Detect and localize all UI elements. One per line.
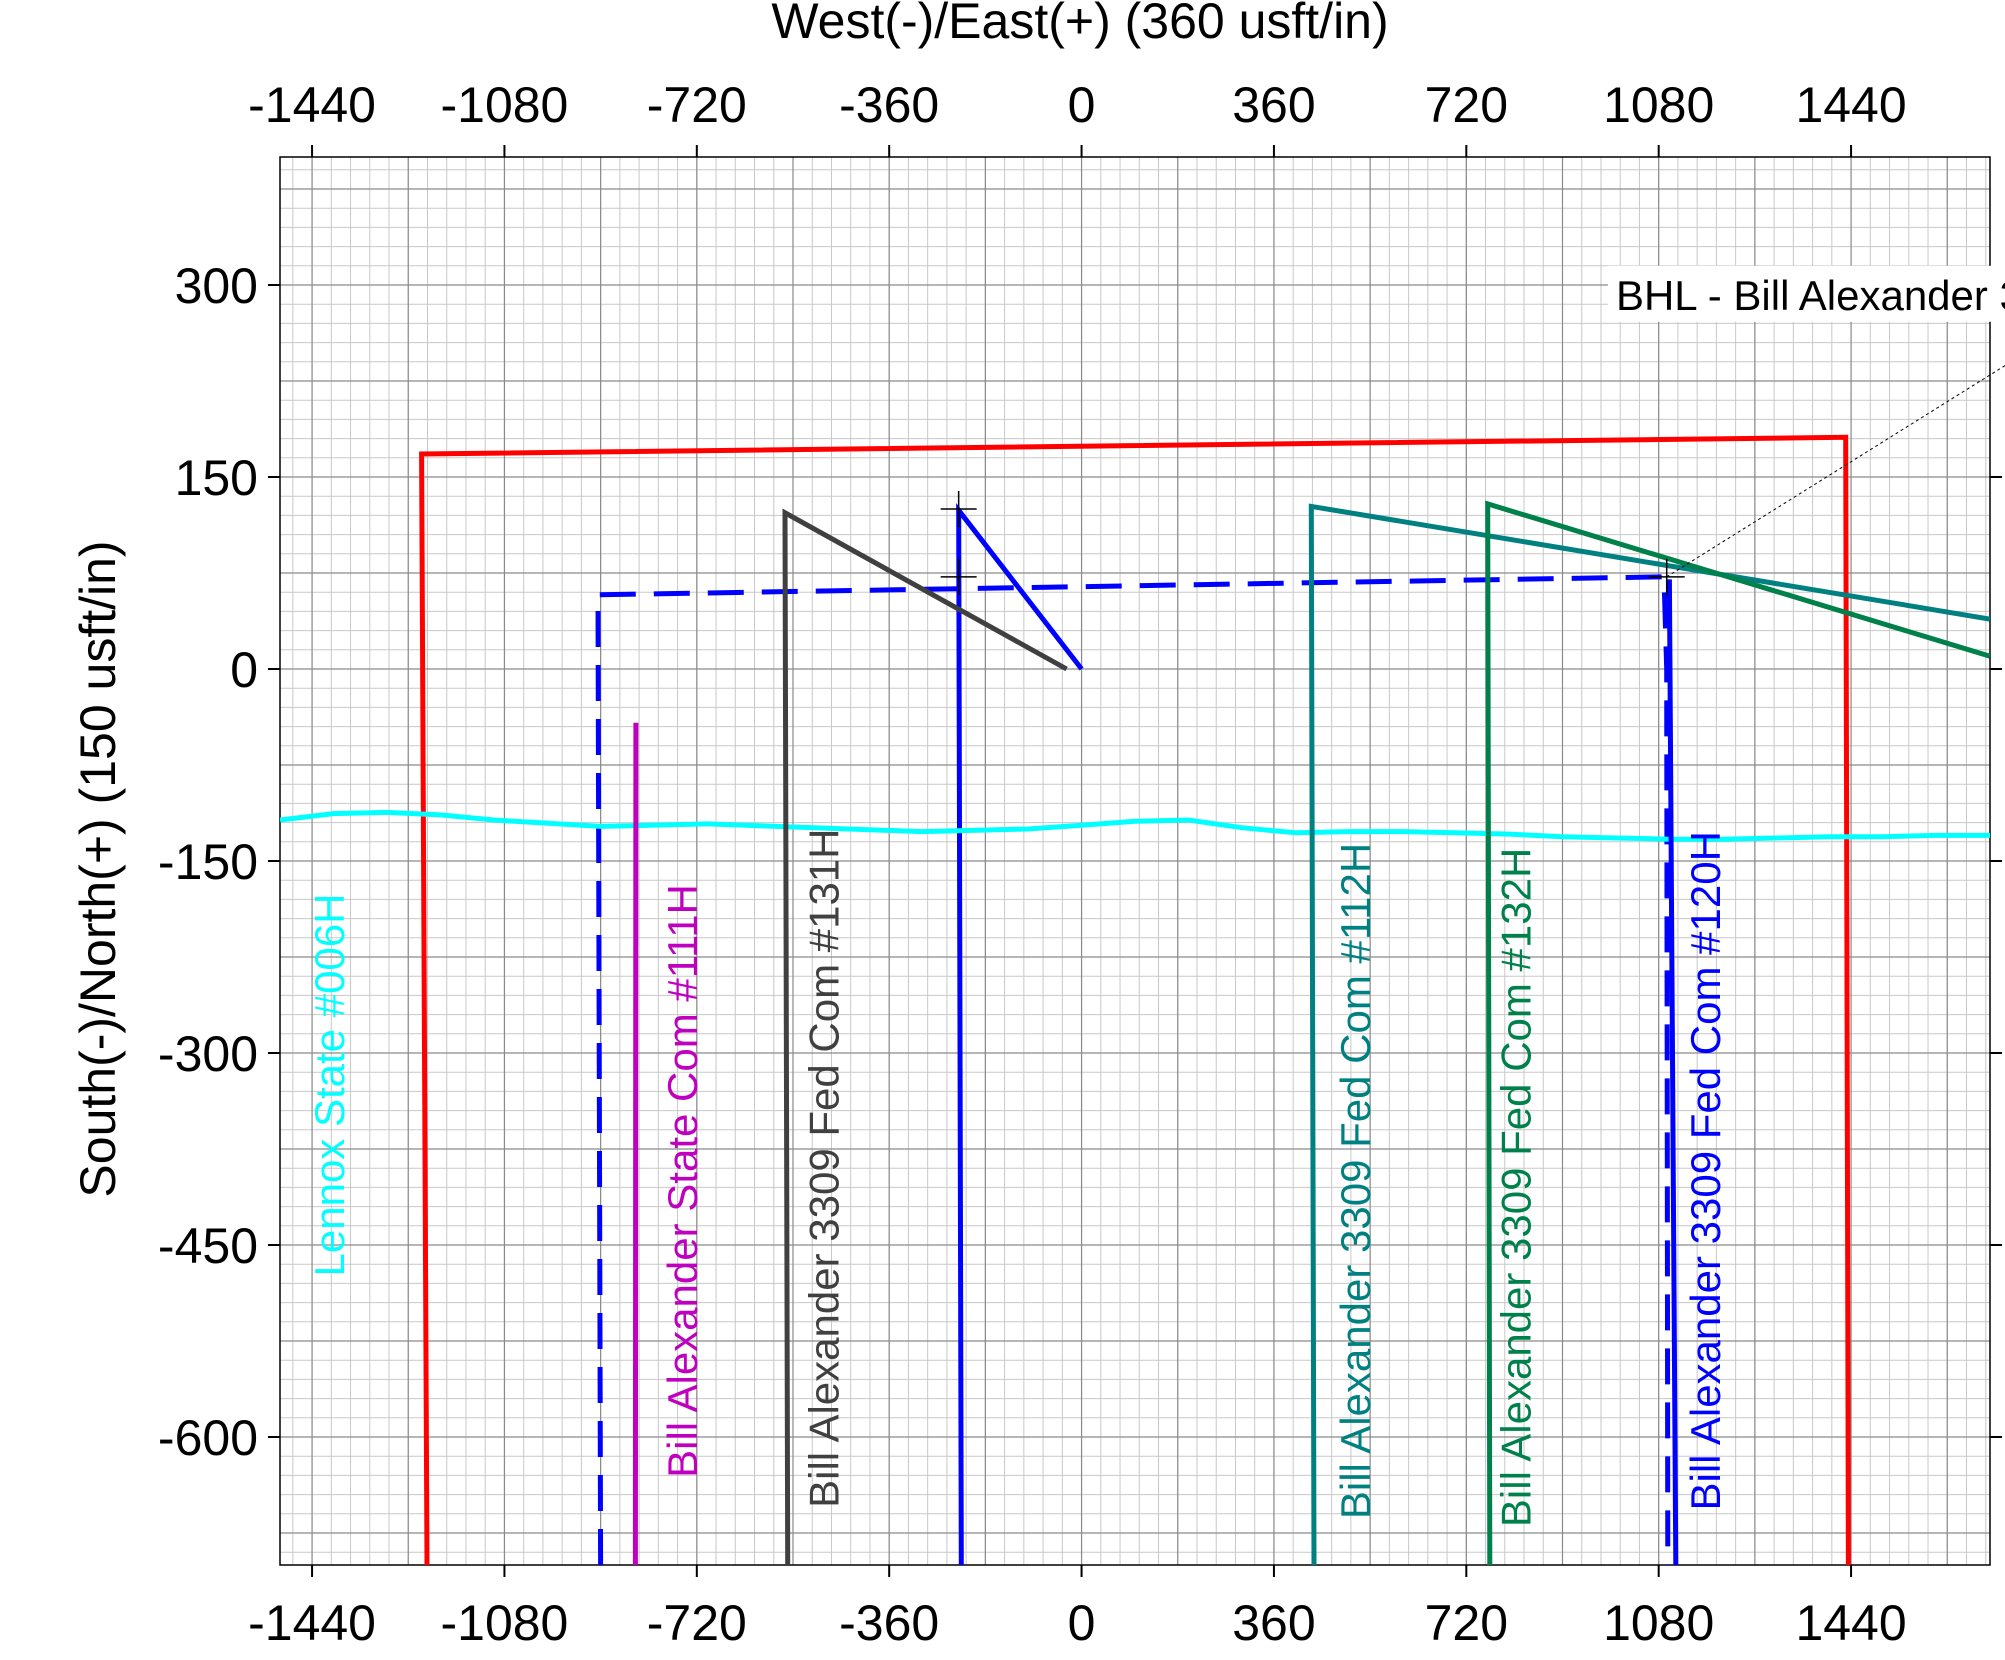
y-tick-label: -300 bbox=[158, 1026, 258, 1082]
x-tick-label-bottom: -1080 bbox=[440, 1595, 568, 1651]
plot-frame bbox=[279, 156, 1991, 1566]
well-label: Bill Alexander 3309 Fed Com #112H bbox=[1332, 843, 1379, 1519]
x-tick-label-bottom: 0 bbox=[1068, 1595, 1096, 1651]
y-tick-label: -600 bbox=[158, 1410, 258, 1466]
x-tick-label-top: 1440 bbox=[1795, 77, 1906, 133]
x-tick-label-top: 720 bbox=[1425, 77, 1508, 133]
marker-layer bbox=[940, 491, 1685, 595]
well-label: Bill Alexander 3309 Fed Com #131H bbox=[800, 828, 847, 1507]
x-tick-label-top: 0 bbox=[1068, 77, 1096, 133]
y-axis-title: South(-)/North(+) (150 usft/in) bbox=[70, 540, 126, 1197]
station-marker bbox=[940, 491, 977, 527]
y-tick-label: -150 bbox=[158, 834, 258, 890]
station-marker bbox=[940, 558, 977, 595]
x-tick-label-bottom: 360 bbox=[1232, 1595, 1315, 1651]
x-tick-label-bottom: 720 bbox=[1425, 1595, 1508, 1651]
series-line-8 bbox=[1485, 500, 1990, 1565]
grid bbox=[280, 157, 1990, 1565]
well-label: Lennox State #006H bbox=[306, 894, 353, 1277]
series-line-6 bbox=[782, 508, 1068, 1565]
x-tick-label-bottom: -720 bbox=[647, 1595, 747, 1651]
annotation-leader-line bbox=[1666, 365, 2005, 578]
well-label-layer: Lennox State #006H Bill Alexander State C… bbox=[306, 828, 1729, 1527]
y-tick-label: 300 bbox=[175, 258, 258, 314]
annotation-layer: BHL - Bill Alexander 3309 Fed Com #120H bbox=[1607, 265, 2005, 578]
x-tick-label-bottom: -1440 bbox=[248, 1595, 376, 1651]
x-tick-label-top: -1440 bbox=[248, 77, 376, 133]
x-tick-label-top: -360 bbox=[839, 77, 939, 133]
series-line-4 bbox=[280, 809, 1990, 842]
series-layer bbox=[280, 434, 1990, 1565]
well-label: Bill Alexander 3309 Fed Com #132H bbox=[1492, 848, 1539, 1527]
x-tick-label-bottom: 1440 bbox=[1795, 1595, 1906, 1651]
well-label: Bill Alexander 3309 Fed Com #120H bbox=[1682, 831, 1729, 1510]
y-tick-label: 150 bbox=[175, 450, 258, 506]
x-tick-label-top: 1080 bbox=[1603, 77, 1714, 133]
station-marker bbox=[1648, 558, 1685, 595]
series-line-9 bbox=[1666, 579, 1679, 1565]
series-line-1 bbox=[419, 434, 1851, 1565]
series-line-7 bbox=[1308, 503, 1990, 1565]
x-tick-label-bottom: 1080 bbox=[1603, 1595, 1714, 1651]
x-tick-label-top: 360 bbox=[1232, 77, 1315, 133]
y-tick-label: 0 bbox=[230, 642, 258, 698]
series-line-5 bbox=[632, 722, 639, 1565]
x-tick-label-top: -720 bbox=[647, 77, 747, 133]
annotation-background bbox=[1607, 265, 2005, 322]
tick-label-layer: -1440 -1440 -1080 -1080 -720 -720 -360 -360 0 0 36… bbox=[158, 77, 1907, 1651]
annotation-label: BHL - Bill Alexander 3309 Fed Com #120H bbox=[1616, 272, 2005, 319]
x-tick-label-top: -1080 bbox=[440, 77, 568, 133]
x-axis-title: West(-)/East(+) (360 usft/in) bbox=[771, 0, 1388, 49]
well-label: Bill Alexander State Com #111H bbox=[659, 884, 706, 1478]
y-tick-label: -450 bbox=[158, 1218, 258, 1274]
x-tick-label-bottom: -360 bbox=[839, 1595, 939, 1651]
